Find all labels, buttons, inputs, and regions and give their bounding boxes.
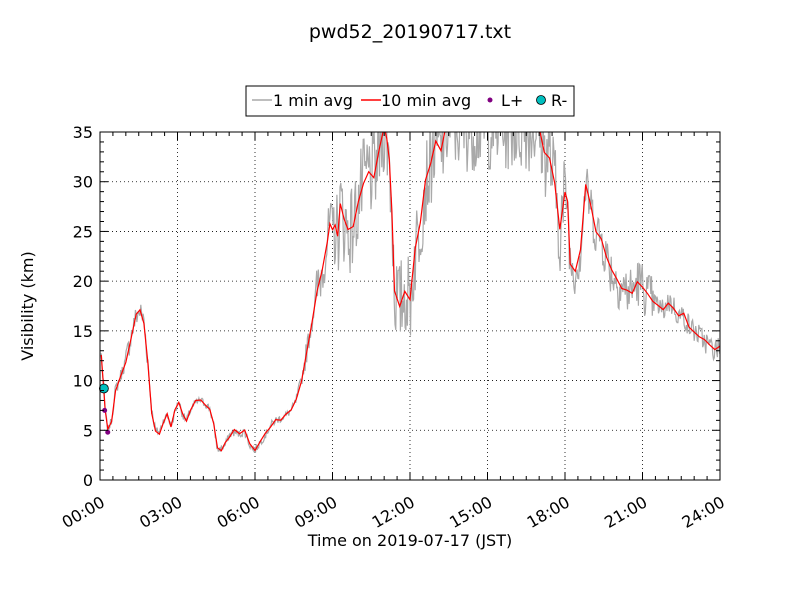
x-tick-label: 12:00	[369, 492, 418, 532]
y-tick-label: 20	[73, 272, 93, 291]
y-tick-label: 0	[83, 471, 93, 490]
y-tick-label: 10	[73, 372, 93, 391]
x-tick-label: 09:00	[291, 492, 340, 532]
x-axis-label: Time on 2019-07-17 (JST)	[307, 531, 512, 550]
y-tick-labels: 0 5 10 15 20 25 30 35	[73, 123, 93, 490]
legend-box	[245, 85, 575, 117]
series-10min-avg-line	[100, 132, 720, 452]
legend-10min-label: 10 min avg	[381, 91, 471, 110]
x-tick-label: 00:00	[59, 492, 108, 532]
series-1min-avg-line	[100, 132, 720, 453]
x-tick-label: 24:00	[679, 492, 728, 532]
x-tick-label: 03:00	[136, 492, 185, 532]
legend-rminus-marker	[536, 95, 546, 105]
chart-title: pwd52_20190717.txt	[309, 21, 511, 43]
marker-l-plus	[105, 429, 111, 435]
y-tick-label: 5	[83, 421, 93, 440]
legend-1min-label: 1 min avg	[273, 91, 353, 110]
legend-lplus-label: L+	[501, 91, 523, 110]
legend-rminus-label: R-	[551, 91, 567, 110]
y-tick-label: 35	[73, 123, 93, 142]
y-tick-label: 15	[73, 322, 93, 341]
marker-r-minus	[98, 383, 109, 394]
marker-l-plus	[102, 407, 108, 413]
y-tick-label: 25	[73, 222, 93, 241]
x-tick-label: 21:00	[601, 492, 650, 532]
y-axis-label: Visibility (km)	[18, 251, 37, 360]
y-tick-label: 30	[73, 173, 93, 192]
plot-lines	[100, 132, 720, 453]
legend-lplus-marker	[487, 97, 493, 103]
x-tick-label: 06:00	[214, 492, 263, 532]
x-tick-labels: 00:00 03:00 06:00 09:00 12:00 15:00 18:00 21:00…	[59, 492, 728, 532]
x-tick-label: 18:00	[524, 492, 573, 532]
axis-ticks	[99, 131, 721, 481]
legend: 1 min avg 10 min avg L+ R-	[245, 85, 575, 117]
x-tick-label: 15:00	[446, 492, 495, 532]
